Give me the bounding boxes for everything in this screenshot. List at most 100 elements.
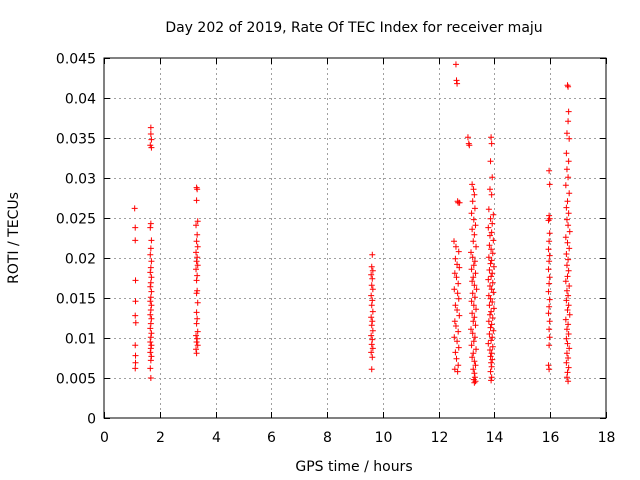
x-tick-label: 16 [542,430,560,446]
data-point [194,315,201,322]
y-tick-label: 0 [87,412,96,428]
data-point [485,276,492,283]
data-point [546,318,553,325]
data-point [369,318,376,325]
data-point [452,61,459,68]
data-point [490,263,497,270]
data-point [193,266,200,273]
data-point [486,267,493,273]
data-point [368,322,375,329]
data-point [147,269,154,276]
data-point [194,299,201,306]
y-tick-label: 0.005 [56,372,96,388]
x-tick-label: 14 [486,430,504,446]
data-point [132,224,139,231]
data-point [465,140,472,147]
y-axis: 0 0.005 0.01 0.015 0.02 0.025 0.03 0.035 0.04 0.0… [56,52,606,428]
data-point [488,273,495,280]
data-point [452,323,459,329]
data-point [193,238,200,245]
data-point [147,251,154,258]
data-point [468,342,475,349]
data-point [546,238,553,245]
data-point [546,230,553,237]
data-point [566,345,573,352]
data-point [486,347,493,353]
data-point [132,342,139,349]
y-tick-label: 0.01 [65,332,96,348]
data-point [469,226,476,233]
data-point [147,311,154,318]
data-point [563,216,570,223]
data-point [490,327,497,334]
data-point [565,158,572,165]
data-point [193,346,200,353]
data-point [132,312,139,319]
data-point [469,278,476,285]
data-point [454,290,461,297]
data-point [563,150,570,157]
data-point [485,254,492,261]
data-point [454,307,461,313]
data-point [565,364,572,371]
x-tick-label: 10 [375,430,393,446]
data-point [566,311,573,318]
data-point [193,339,200,345]
data-point [368,271,375,278]
data-point [148,274,155,281]
data-point [469,198,476,205]
data-point [368,314,375,321]
data-point [488,286,495,293]
data-point [193,184,200,191]
data-point [471,358,478,365]
data-point [451,286,458,293]
data-point [473,243,480,250]
data-point [489,315,496,321]
data-point [148,342,155,349]
data-point [193,290,200,297]
data-point [489,220,496,227]
data-point [368,282,375,289]
data-point [369,354,376,361]
data-point [545,246,552,253]
data-point [563,335,570,342]
data-point [193,332,200,339]
data-point [546,303,553,310]
data-point [147,245,154,252]
data-point [470,302,477,309]
data-point [194,272,201,279]
data-point [566,283,573,289]
data-point [148,258,155,265]
data-point [486,232,493,239]
data-point [193,320,200,327]
data-point [368,341,375,348]
data-point [148,237,155,244]
data-point [487,215,494,222]
data-point [369,297,376,304]
data-point [194,342,201,349]
x-tick-label: 18 [598,430,616,446]
data-point [565,210,572,217]
data-point [193,197,200,204]
data-point [147,294,154,301]
data-point [193,350,200,357]
data-point [470,216,477,223]
data-point [455,328,462,335]
data-point [471,370,478,377]
data-point [455,199,462,206]
data-point [469,290,476,297]
data-point [456,312,463,319]
data-point [565,355,572,361]
data-point [564,198,571,205]
data-point [470,238,477,245]
data-points [131,61,573,386]
data-point [468,249,475,256]
data-point [485,292,492,299]
data-point [487,260,494,267]
data-point [147,124,154,131]
data-point [562,316,569,323]
data-point [471,191,478,198]
data-point [464,134,471,141]
data-point [147,220,154,227]
data-point [132,352,139,359]
